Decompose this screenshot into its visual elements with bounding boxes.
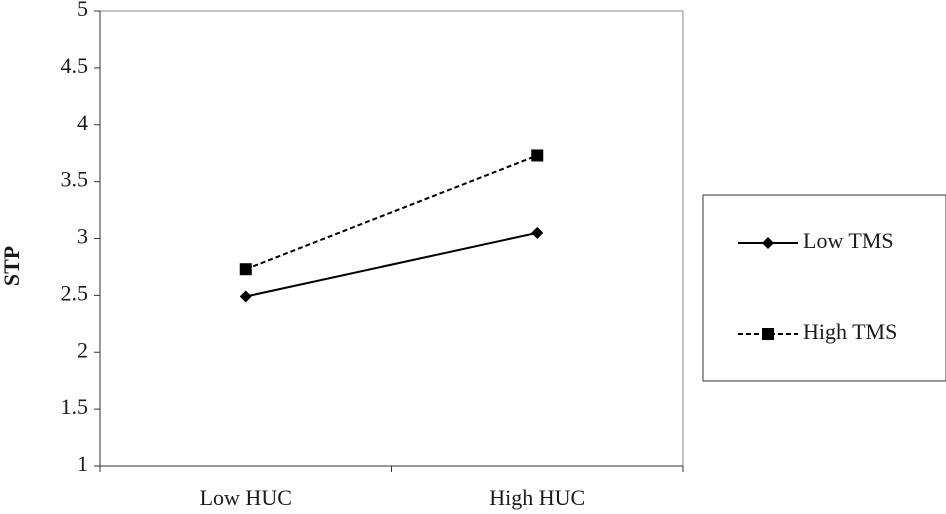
series-line [245, 231, 538, 298]
legend-box [702, 194, 946, 382]
marker-square [239, 263, 252, 276]
y-tick-label: 2 [77, 337, 88, 362]
y-tick-label: 3.5 [61, 167, 89, 192]
y-axis-label: STP [0, 246, 24, 286]
plot-area [99, 10, 684, 467]
x-tick-label: Low HUC [200, 485, 292, 510]
series-line [245, 154, 538, 271]
legend-label: Low TMS [803, 228, 894, 253]
legend-marker [762, 237, 774, 249]
marker-square [531, 149, 544, 162]
x-tick-label: High HUC [489, 485, 585, 510]
y-tick-label: 5 [77, 0, 88, 21]
y-tick-label: 3 [77, 224, 88, 249]
y-tick-label: 1.5 [61, 394, 89, 419]
marker-diamond [239, 290, 252, 303]
y-tick-label: 2.5 [61, 280, 89, 305]
y-tick-label: 4.5 [61, 53, 89, 78]
legend-label: High TMS [803, 319, 897, 344]
y-tick-label: 1 [77, 451, 88, 476]
y-tick-label: 4 [77, 110, 88, 135]
legend-marker [762, 328, 774, 340]
marker-diamond [531, 226, 544, 239]
